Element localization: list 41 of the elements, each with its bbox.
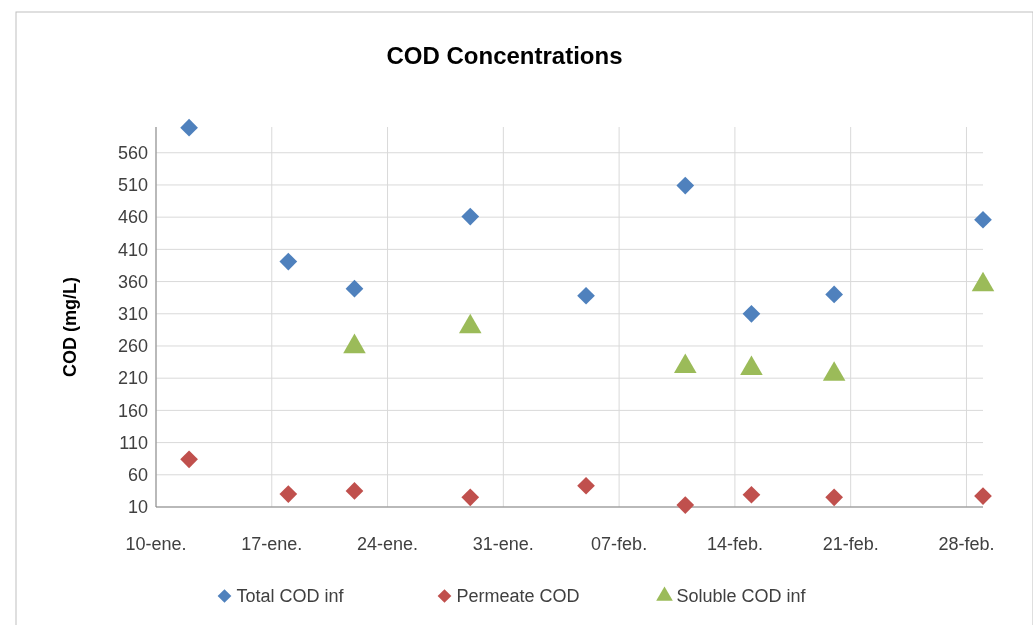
x-tick-label: 10-ene. <box>125 534 187 554</box>
point <box>345 279 364 298</box>
point <box>676 496 695 514</box>
y-tick-label: 110 <box>119 432 148 453</box>
y-tick-label: 510 <box>117 175 148 196</box>
x-tick-label: 21-feb. <box>822 534 879 554</box>
x-tick-label: 28-feb. <box>938 534 995 554</box>
point <box>461 488 480 507</box>
y-tick-label: 260 <box>117 336 148 357</box>
y-tick-label: 160 <box>117 400 148 421</box>
point <box>180 450 198 469</box>
point <box>577 476 595 495</box>
point <box>742 304 761 323</box>
point <box>742 485 761 504</box>
y-tick-label: 60 <box>127 465 148 486</box>
point <box>461 207 480 226</box>
point <box>180 118 198 137</box>
y-axis-title: COD (mg/L) <box>60 277 80 377</box>
point <box>345 482 364 500</box>
point <box>279 485 298 503</box>
y-tick-label: 460 <box>117 207 148 228</box>
y-tick-label: 10 <box>127 497 148 518</box>
point <box>279 252 298 271</box>
y-tick-label: 410 <box>117 239 148 260</box>
x-tick-label: 24-ene. <box>357 534 419 554</box>
point <box>676 176 695 195</box>
x-tick-label: 07-feb. <box>591 534 648 554</box>
y-tick-label: 560 <box>117 143 148 164</box>
x-tick-label: 31-ene. <box>472 534 534 554</box>
chart-title: COD Concentrations <box>386 42 623 69</box>
x-tick-label: 17-ene. <box>241 534 303 554</box>
legend-label: Total COD inf <box>236 586 345 607</box>
x-tick-label: 14-feb. <box>706 534 763 554</box>
legend-label: Permeate COD <box>456 586 580 607</box>
y-tick-label: 210 <box>117 368 148 389</box>
point <box>825 285 843 304</box>
point <box>577 286 595 305</box>
y-tick-label: 310 <box>117 304 148 325</box>
point <box>825 488 843 507</box>
legend-label: Soluble COD inf <box>676 586 807 607</box>
y-tick-label: 360 <box>117 271 148 292</box>
